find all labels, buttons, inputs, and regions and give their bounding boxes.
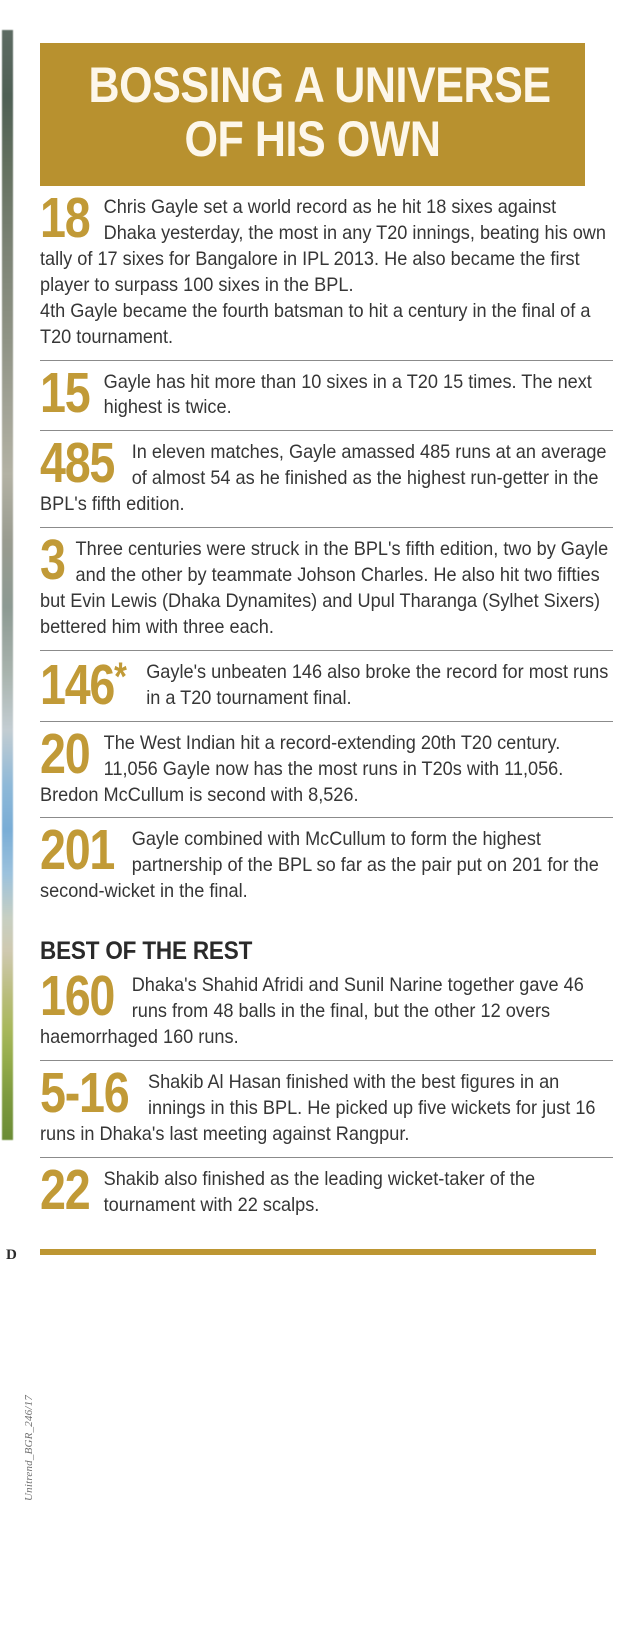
fact-number-value: 146: [40, 652, 115, 717]
fact-block: 485 In eleven matches, Gayle amassed 485 …: [40, 430, 613, 524]
fact-text: Gayle combined with McCullum to form the…: [40, 828, 599, 903]
section-heading: BEST OF THE REST: [40, 937, 253, 966]
fact-number: 20: [40, 721, 91, 786]
fact-text: Dhaka's Shahid Afridi and Sunil Narine t…: [40, 974, 584, 1049]
fact-body: 18 Chris Gayle set a world record as he h…: [40, 186, 610, 299]
page-section-marker: D: [6, 1247, 17, 1263]
fact-body: 3 Three centuries were struck in the BPL'…: [40, 528, 610, 641]
fact-body: 485 In eleven matches, Gayle amassed 485 …: [40, 431, 610, 518]
not-out-asterisk-icon: *: [114, 654, 127, 699]
bottom-gold-rule: [40, 1248, 596, 1255]
title-line-2: OF HIS OWN: [184, 110, 441, 167]
fact-block: 3 Three centuries were struck in the BPL'…: [40, 527, 613, 647]
fact-text: Chris Gayle set a world record as he hit…: [40, 196, 606, 296]
fact-number: 160: [40, 964, 115, 1029]
fact-block: 18 Chris Gayle set a world record as he h…: [40, 186, 613, 357]
title-line-1: BOSSING A UNIVERSE: [88, 57, 551, 113]
photo-credit-vertical: Unitrend_BGR_246/17: [23, 1394, 35, 1502]
fact-text: Gayle has hit more than 10 sixes in a T2…: [103, 370, 592, 419]
fact-text: Gayle's unbeaten 146 also broke the reco…: [146, 660, 609, 709]
fact-text: Shakib also finished as the leading wick…: [103, 1167, 536, 1216]
fact-text: Shakib Al Hasan finished with the best f…: [40, 1070, 596, 1145]
fact-number: 485: [40, 431, 115, 496]
fact-body: 15 Gayle has hit more than 10 sixes in a …: [40, 360, 610, 425]
fact-block: 22 Shakib also finished as the leading wi…: [40, 1156, 613, 1225]
fact-body: 5-16 Shakib Al Hasan finished with the be…: [40, 1060, 610, 1148]
fact-block: 20 The West Indian hit a record-extending…: [40, 720, 613, 815]
page-edge-photo-strip: [2, 30, 13, 1140]
fact-number: 22: [40, 1157, 91, 1222]
fact-block: 5-16 Shakib Al Hasan finished with the be…: [40, 1059, 613, 1154]
fact-text: Three centuries were struck in the BPL's…: [40, 538, 609, 638]
fact-body: 160 Dhaka's Shahid Afridi and Sunil Narin…: [40, 964, 610, 1051]
infographic-container: BOSSING A UNIVERSE OF HIS OWN 18 Chris Ga…: [40, 0, 613, 1255]
fact-number: 146*: [40, 656, 127, 713]
fact-extra-text: 4th Gayle became the fourth batsman to h…: [40, 299, 591, 348]
fact-number: 15: [40, 360, 91, 425]
fact-body: 201 Gayle combined with McCullum to form …: [40, 818, 610, 905]
fact-body: 20 The West Indian hit a record-extending…: [40, 721, 610, 809]
fact-number: 201: [40, 818, 115, 883]
fact-block: 15 Gayle has hit more than 10 sixes in a …: [40, 359, 613, 428]
fact-block: 201 Gayle combined with McCullum to form …: [40, 817, 613, 911]
fact-body: 146* Gayle's unbeaten 146 also broke the …: [40, 656, 610, 713]
fact-number: 3: [40, 528, 66, 593]
fact-text: The West Indian hit a record-extending 2…: [40, 731, 564, 806]
fact-text: In eleven matches, Gayle amassed 485 run…: [40, 441, 607, 516]
fact-block: 146* Gayle's unbeaten 146 also broke the …: [40, 649, 613, 718]
fact-number: 18: [40, 186, 91, 250]
fact-block: 160 Dhaka's Shahid Afridi and Sunil Narin…: [40, 964, 613, 1057]
title-banner: BOSSING A UNIVERSE OF HIS OWN: [40, 43, 585, 186]
fact-body: 22 Shakib also finished as the leading wi…: [40, 1157, 610, 1222]
fact-number: 5-16: [40, 1060, 130, 1125]
